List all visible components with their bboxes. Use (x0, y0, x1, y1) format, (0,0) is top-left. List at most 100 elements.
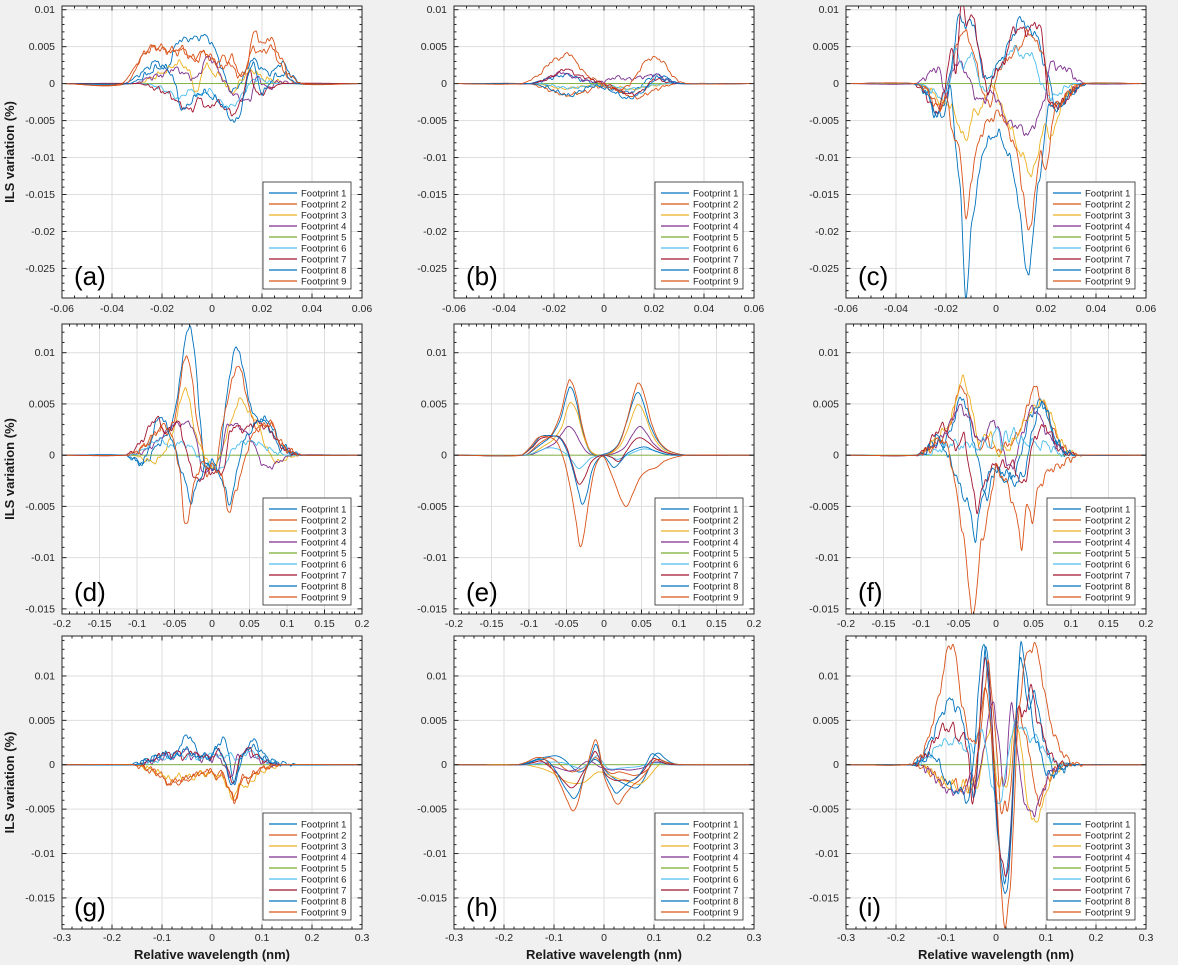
legend-label: Footprint 6 (301, 243, 346, 254)
legend-label: Footprint 8 (301, 896, 346, 907)
x-tick-label: 0.05 (239, 618, 260, 630)
legend-label: Footprint 4 (693, 852, 738, 863)
legend-label: Footprint 8 (301, 581, 346, 592)
y-tick-labels: 0.01 0.005 0 -0.005 -0.01 -0.015 (809, 670, 839, 904)
legend-label: Footprint 2 (693, 515, 738, 526)
panel-letter: (c) (858, 261, 888, 291)
x-tick-label: 0.06 (352, 303, 373, 315)
ticks (845, 6, 1147, 299)
x-tick-label: -0.3 (53, 932, 71, 944)
legend-label: Footprint 3 (1085, 526, 1130, 537)
y-tick-label: -0.015 (809, 189, 839, 201)
y-tick-label: -0.025 (25, 263, 55, 275)
y-tick-label: 0.01 (35, 670, 56, 682)
legend-label: Footprint 4 (1085, 221, 1130, 232)
y-tick-labels: 0.01 0.005 0 -0.005 -0.01 -0.015 -0.02 -0.025 (25, 4, 55, 275)
y-tick-label: 0 (833, 450, 839, 462)
y-tick-label: 0.01 (819, 670, 840, 682)
y-tick-label: -0.005 (417, 115, 447, 127)
legend-label: Footprint 3 (693, 526, 738, 537)
axes-box (453, 635, 755, 930)
legend-label: Footprint 1 (693, 819, 738, 830)
series-footprint-2 (62, 43, 362, 87)
y-tick-label: 0 (49, 759, 55, 771)
x-tick-label: -0.06 (50, 303, 74, 315)
y-tick-label: 0.005 (813, 398, 839, 410)
x-tick-label: 0.1 (255, 932, 270, 944)
panel-e: -0.2 -0.15 -0.1 -0.05 0 0.05 0.1 0.15 0.2 0.010.0… (417, 323, 761, 630)
x-tick-labels: -0.2 -0.15 -0.1 -0.05 0 0.05 0.1 0.15 0.2 (53, 618, 369, 630)
legend-label: Footprint 1 (301, 819, 346, 830)
x-tick-label: -0.15 (88, 618, 112, 630)
x-axis-label: Relative wavelength (nm) (526, 947, 682, 962)
x-tick-labels: -0.2 -0.15 -0.1 -0.05 0 0.05 0.1 0.15 0.2 (445, 618, 761, 630)
legend-label: Footprint 3 (1085, 841, 1130, 852)
y-tick-label: 0 (833, 78, 839, 90)
y-tick-label: 0.01 (427, 347, 448, 359)
legend-label: Footprint 2 (693, 199, 738, 210)
series-footprint-9 (62, 763, 362, 801)
series-group (62, 734, 362, 805)
legend-label: Footprint 4 (1085, 537, 1130, 548)
y-tick-label: -0.01 (815, 152, 839, 164)
panel-letter: (g) (74, 892, 106, 922)
y-tick-label: 0.005 (813, 715, 839, 727)
panel-letter: (i) (858, 892, 881, 922)
legend-label: Footprint 8 (693, 581, 738, 592)
legend-label: Footprint 3 (693, 841, 738, 852)
legend-label: Footprint 8 (693, 265, 738, 276)
x-tick-label: -0.04 (884, 303, 908, 315)
y-tick-label: -0.01 (815, 552, 839, 564)
y-tick-labels: 0.01 0.005 0 -0.005 -0.01 -0.015 (417, 347, 447, 615)
legend-label: Footprint 4 (301, 852, 346, 863)
y-tick-label: -0.005 (809, 501, 839, 513)
legend-label: Footprint 3 (301, 210, 346, 221)
legend-label: Footprint 8 (693, 896, 738, 907)
legend-label: Footprint 4 (301, 221, 346, 232)
x-tick-labels: -0.06 -0.04 -0.02 0 0.02 0.04 0.06 (834, 303, 1156, 315)
x-tick-label: 0.06 (744, 303, 765, 315)
legend-label: Footprint 6 (1085, 874, 1130, 885)
y-tick-label: 0.01 (427, 4, 448, 16)
x-tick-label: 0.1 (280, 618, 295, 630)
x-tick-label: -0.3 (837, 932, 855, 944)
x-tick-label: 0 (601, 303, 607, 315)
y-tick-label: -0.01 (31, 848, 55, 860)
legend-label: Footprint 1 (301, 188, 346, 199)
panel-cell-a: -0.06 -0.04 -0.02 0 0.02 0.04 0.06 0.01 0.005 0 -0… (0, 0, 392, 322)
legend-label: Footprint 9 (1085, 592, 1130, 603)
legend-label: Footprint 9 (1085, 276, 1130, 287)
legend-label: Footprint 2 (1085, 515, 1130, 526)
panel-cell-f: -0.2 -0.15 -0.1 -0.05 0 0.05 0.1 0.15 0.2 0.01 0.0… (784, 322, 1178, 632)
y-tick-label: -0.01 (815, 848, 839, 860)
legend-label: Footprint 5 (693, 863, 738, 874)
x-tick-label: 0.02 (252, 303, 273, 315)
panel-letter: (a) (74, 261, 106, 291)
legend-label: Footprint 4 (1085, 852, 1130, 863)
x-tick-label: -0.2 (495, 932, 513, 944)
legend-label: Footprint 2 (301, 199, 346, 210)
legend-label: Footprint 1 (1085, 819, 1130, 830)
legend-label: Footprint 9 (693, 276, 738, 287)
x-tick-label: 0.02 (644, 303, 665, 315)
panel-cell-h: -0.3 -0.2 -0.1 0 0.1 0.2 0.3 0.01 0.005 0 -0.005 -0… (392, 632, 784, 965)
x-tick-label: -0.02 (150, 303, 174, 315)
y-axis-label: ILS variation (%) (2, 101, 17, 203)
x-tick-label: 0.2 (305, 932, 320, 944)
y-tick-label: 0.01 (819, 347, 840, 359)
x-tick-label: -0.15 (872, 618, 896, 630)
x-tick-label: 0.02 (1036, 303, 1057, 315)
series-footprint-9 (62, 30, 362, 86)
series-footprint-9 (846, 82, 1146, 231)
legend-label: Footprint 6 (693, 243, 738, 254)
series-footprint-9 (846, 437, 1146, 614)
panel-h: -0.3 -0.2 -0.1 0 0.1 0.2 0.3 0.01 0.005 0 -0.005 -0… (417, 635, 761, 962)
y-tick-label: -0.025 (417, 263, 447, 275)
y-tick-label: 0.01 (819, 4, 840, 16)
legend-label: Footprint 8 (1085, 265, 1130, 276)
